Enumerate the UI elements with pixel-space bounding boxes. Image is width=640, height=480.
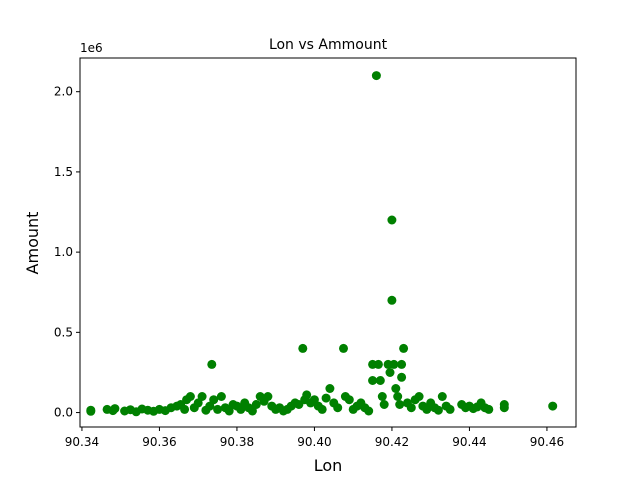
data-point: [499, 403, 509, 413]
data-point: [209, 395, 219, 405]
data-point: [298, 343, 308, 353]
data-point: [391, 384, 401, 393]
x-tick-label: 90.40: [297, 435, 331, 449]
data-points: [86, 71, 558, 417]
data-point: [389, 359, 399, 369]
data-point: [321, 393, 331, 403]
data-point: [393, 392, 403, 401]
data-point: [395, 400, 405, 409]
data-point: [406, 403, 416, 413]
data-point: [224, 406, 234, 416]
data-point: [484, 404, 494, 414]
data-point: [197, 392, 207, 401]
y-axis-label: Amount: [23, 212, 42, 275]
x-tick-label: 90.38: [220, 435, 254, 449]
data-point: [216, 392, 226, 401]
data-point: [180, 404, 190, 414]
y-axis-offset-label: 1e6: [80, 41, 103, 55]
data-point: [325, 384, 335, 393]
data-point: [548, 401, 558, 411]
data-point: [207, 359, 217, 369]
y-tick-label: 2.0: [54, 85, 73, 99]
data-point: [437, 392, 447, 401]
data-point: [387, 295, 397, 305]
data-point: [213, 404, 223, 414]
data-point: [414, 392, 424, 401]
data-point: [333, 403, 343, 413]
data-point: [375, 376, 385, 385]
data-point: [368, 376, 378, 385]
data-point: [387, 215, 397, 225]
x-tick-label: 90.46: [530, 435, 564, 449]
data-point: [251, 400, 261, 409]
x-axis-ticks: 90.34 90.36 90.38 90.40 90.42 90.44 90.46: [65, 427, 564, 449]
chart-title: Lon vs Ammount: [269, 37, 388, 53]
data-point: [344, 395, 354, 405]
y-tick-label: 0.0: [54, 406, 73, 420]
x-tick-label: 90.36: [142, 435, 176, 449]
data-point: [433, 405, 443, 415]
data-point: [364, 406, 374, 416]
data-point: [377, 392, 387, 401]
y-tick-label: 0.5: [54, 325, 73, 339]
data-point: [247, 406, 257, 416]
data-point: [339, 343, 348, 353]
y-axis-ticks: 0.0 0.5 1.0 1.5 2.0: [54, 85, 80, 420]
x-tick-label: 90.34: [65, 435, 99, 449]
data-point: [379, 400, 389, 409]
x-tick-label: 90.42: [375, 435, 409, 449]
data-point: [263, 392, 273, 401]
data-point: [317, 404, 327, 414]
data-point: [445, 404, 455, 414]
data-point: [302, 390, 312, 400]
y-tick-label: 1.5: [54, 165, 73, 179]
data-point: [371, 71, 381, 81]
x-tick-label: 90.44: [452, 435, 486, 449]
plot-frame: [79, 57, 577, 428]
data-point: [236, 404, 246, 414]
data-point: [397, 372, 407, 382]
x-axis-label: Lon: [314, 456, 343, 475]
data-point: [422, 404, 432, 414]
data-point: [110, 404, 120, 414]
data-point: [185, 392, 195, 401]
y-tick-label: 1.0: [54, 245, 73, 259]
data-point: [385, 368, 395, 377]
data-point: [373, 359, 383, 369]
data-point: [397, 359, 407, 369]
data-point: [399, 343, 409, 353]
data-point: [86, 406, 96, 416]
